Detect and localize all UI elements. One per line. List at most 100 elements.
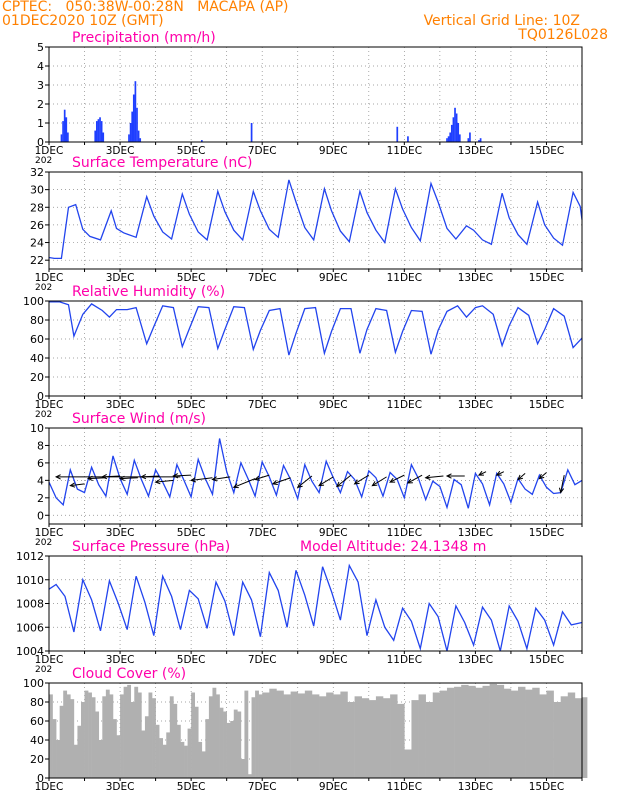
x-tick-label: 15DEC: [529, 145, 564, 157]
wind-arrow-head: [406, 478, 413, 484]
wind-arrow-head: [54, 474, 61, 480]
series-line: [48, 563, 583, 652]
y-tick-label: 32: [30, 166, 44, 179]
cloud-bar: [73, 744, 78, 778]
precip-bar: [407, 136, 409, 142]
cloud-bar: [525, 689, 533, 778]
wind-arrow-head: [172, 473, 179, 479]
cloud-bar: [112, 719, 117, 778]
cloud-bar: [56, 740, 60, 778]
cloud-bar: [482, 685, 490, 778]
x-tick-label: 15DEC: [529, 527, 564, 539]
cloud-bar: [166, 732, 171, 778]
y-tick-label: 4: [37, 60, 44, 73]
precip-bar: [447, 136, 450, 142]
y-tick-label: 4: [37, 474, 44, 487]
wind-arrow: [212, 476, 231, 480]
y-tick-label: 20: [30, 371, 44, 384]
cloud-bar: [159, 738, 164, 778]
cloud-bar: [397, 703, 405, 778]
precip-bar: [136, 107, 138, 142]
x-tick-label: 11DEC: [387, 781, 422, 793]
cloud-bar: [468, 685, 476, 778]
wind-arrow: [539, 472, 547, 479]
x-tick-label: 7DEC: [248, 272, 277, 284]
cloud-bar: [173, 703, 178, 778]
wind-arrow-head: [371, 481, 378, 487]
cloud-bar: [340, 691, 348, 778]
precip-bar: [450, 124, 453, 142]
cloud-bar: [205, 719, 210, 778]
precip-bar: [63, 109, 66, 142]
panel-2: 22 24 26 28 30 32 1DEC 3DEC 5DEC 7DEC 9DEC 11DEC 13D…: [30, 155, 583, 293]
panel-5: 1004 1006 1008 1010 1012 1DEC 3DEC 5DEC 7DEC 9DEC…: [16, 539, 583, 675]
y-tick-label: 80: [30, 314, 44, 327]
precip-bar: [97, 119, 100, 142]
x-tick-label: 9DEC: [319, 399, 348, 411]
cloud-bar: [212, 687, 217, 778]
y-tick-label: 60: [30, 333, 44, 346]
precip-bar: [131, 111, 134, 142]
cloud-bar: [77, 725, 82, 778]
cloud-bar: [88, 692, 92, 778]
y-tick-label: 24: [30, 237, 44, 250]
cloud-bar: [120, 694, 124, 778]
x-tick-label: 7DEC: [248, 781, 277, 793]
cloud-bar: [290, 691, 299, 778]
x-tick-label: 7DEC: [248, 654, 277, 666]
cloud-bar: [574, 698, 583, 778]
cloud-bar: [80, 702, 85, 778]
cloud-bar: [276, 690, 284, 778]
wind-arrow: [336, 474, 352, 487]
precip-bar: [128, 134, 130, 142]
cloud-bar: [411, 700, 419, 778]
cloud-bar: [333, 694, 341, 778]
cloud-bar: [84, 690, 89, 778]
cloud-bar: [319, 696, 327, 778]
cloud-bar: [141, 730, 146, 778]
cloud-bar: [582, 697, 588, 778]
precip-bar: [449, 132, 452, 142]
cloud-bar: [326, 692, 334, 778]
wind-arrow-head: [477, 470, 484, 476]
x-tick-label: 1DEC: [35, 654, 64, 666]
cloud-bar: [169, 696, 174, 778]
cloud-bar: [152, 698, 156, 778]
precip-bar: [139, 138, 142, 142]
x-tick-label: 3DEC: [106, 527, 135, 539]
x-tick-label: 7DEC: [248, 527, 277, 539]
cloud-bar: [184, 745, 188, 778]
y-tick-label: 80: [30, 696, 44, 709]
cloud-bar: [503, 688, 512, 778]
cloud-bar: [102, 696, 107, 778]
cloud-bar: [155, 724, 160, 778]
wind-arrow: [191, 477, 213, 481]
series-line: [48, 179, 583, 260]
precip-bar: [102, 132, 105, 142]
cloud-bar: [425, 702, 434, 778]
y-tick-label: 1010: [16, 574, 44, 587]
y-tick-label: 10: [30, 422, 44, 435]
wind-arrow: [70, 483, 85, 487]
panel-subtitle: Model Altitude: 24.1348 m: [300, 539, 486, 555]
x-tick-label: 5DEC: [177, 399, 206, 411]
wind-arrow-head: [389, 477, 396, 483]
cloud-bar: [148, 692, 153, 778]
x-tick-label: 11DEC: [387, 272, 422, 284]
panel-title: Surface Pressure (hPa): [72, 539, 230, 555]
x-year-label: 202: [35, 156, 52, 166]
precip-bar: [100, 121, 103, 142]
series-line: [49, 301, 583, 356]
cloud-bar: [304, 690, 313, 778]
x-tick-label: 13DEC: [458, 527, 493, 539]
precip-bar: [454, 107, 456, 142]
x-tick-label: 5DEC: [177, 781, 206, 793]
x-tick-label: 3DEC: [106, 145, 135, 157]
cloud-bar: [390, 694, 398, 778]
panel-title: Surface Wind (m/s): [72, 411, 206, 427]
wind-arrow: [517, 473, 526, 480]
y-tick-label: 0: [37, 772, 44, 785]
cloud-bar: [63, 690, 68, 778]
x-tick-label: 3DEC: [106, 399, 135, 411]
precip-bar: [67, 132, 69, 142]
